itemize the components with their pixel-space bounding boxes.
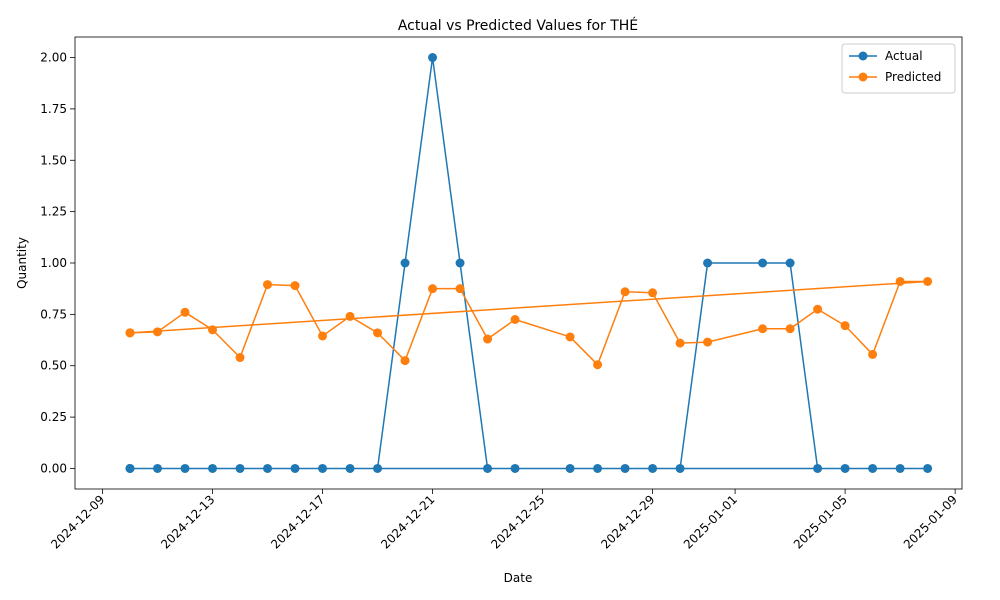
data-point-predicted <box>455 284 465 294</box>
legend: Actual Predicted <box>841 43 956 94</box>
data-point-predicted <box>923 276 933 286</box>
data-point-actual <box>345 463 355 473</box>
data-point-predicted <box>263 280 273 290</box>
data-point-actual <box>483 463 493 473</box>
x-tick-label: 2024-12-13 <box>158 492 217 551</box>
y-tick-label: 0.50 <box>40 359 67 373</box>
data-point-actual <box>235 463 245 473</box>
x-tick-label: 2024-12-17 <box>268 492 327 551</box>
data-point-predicted <box>483 334 493 344</box>
y-axis: 0.00 0.25 0.50 0.75 1.00 1.25 1.50 1.75 2.00 <box>40 51 75 475</box>
legend-label-predicted: Predicted <box>885 70 941 84</box>
data-point-predicted <box>895 276 905 286</box>
data-point-predicted <box>648 288 658 298</box>
y-tick-label: 1.00 <box>40 256 67 270</box>
y-tick-label: 0.25 <box>40 410 67 424</box>
data-point-predicted <box>318 331 328 341</box>
data-point-actual <box>208 463 218 473</box>
data-point-actual <box>758 258 768 268</box>
data-point-predicted <box>373 328 383 338</box>
data-point-predicted <box>510 315 520 324</box>
data-point-actual <box>373 463 383 473</box>
data-point-actual <box>153 463 163 473</box>
data-point-predicted <box>400 356 410 366</box>
data-point-actual <box>675 463 685 473</box>
data-point-predicted <box>620 287 630 297</box>
data-point-actual <box>923 463 933 473</box>
y-tick-label: 1.25 <box>40 205 67 219</box>
plot-area <box>125 53 933 473</box>
data-point-predicted <box>428 284 438 294</box>
chart-title: Actual vs Predicted Values for THÉ <box>398 17 638 34</box>
data-point-predicted <box>868 349 878 359</box>
data-point-predicted <box>125 328 135 338</box>
y-tick-label: 0.75 <box>40 307 67 321</box>
series-line-predicted <box>129 280 929 366</box>
x-tick-label: 2025-01-09 <box>901 492 960 551</box>
plot-frame <box>74 36 963 490</box>
data-point-actual <box>510 463 520 473</box>
y-tick-label: 0.00 <box>40 461 67 475</box>
data-point-predicted <box>290 281 300 291</box>
data-point-predicted <box>813 304 823 314</box>
data-point-actual <box>703 258 713 268</box>
data-point-actual <box>648 463 658 473</box>
y-tick-label: 1.50 <box>40 153 67 167</box>
data-point-predicted <box>840 321 850 331</box>
x-tick-label: 2025-01-01 <box>681 492 740 551</box>
data-point-actual <box>840 463 850 473</box>
data-point-actual <box>895 463 905 473</box>
data-point-actual <box>428 53 438 63</box>
x-tick-label: 2024-12-09 <box>48 492 107 551</box>
data-point-actual <box>290 463 300 473</box>
data-point-actual <box>565 463 575 473</box>
data-point-predicted <box>345 311 355 321</box>
data-point-predicted <box>208 325 218 335</box>
data-point-actual <box>593 463 603 473</box>
legend-label-actual: Actual <box>885 49 923 63</box>
y-axis-label: Quantity <box>15 237 29 289</box>
data-point-actual <box>620 463 630 473</box>
data-point-predicted <box>565 332 575 342</box>
data-point-actual <box>318 463 328 473</box>
x-tick-label: 2025-01-05 <box>791 492 850 551</box>
data-point-actual <box>868 463 878 473</box>
x-tick-label: 2024-12-21 <box>378 492 437 551</box>
x-tick-label: 2024-12-25 <box>488 492 547 551</box>
data-point-predicted <box>593 360 603 370</box>
data-point-predicted <box>785 324 795 334</box>
y-tick-label: 2.00 <box>40 51 67 65</box>
data-point-actual <box>455 258 465 268</box>
data-point-actual <box>263 463 273 473</box>
x-axis-label: Date <box>504 571 533 585</box>
x-tick-label: 2024-12-29 <box>598 492 657 551</box>
data-point-predicted <box>153 327 163 337</box>
data-point-predicted <box>180 307 190 317</box>
data-point-actual <box>125 463 135 473</box>
data-point-predicted <box>758 324 768 334</box>
data-point-predicted <box>235 353 245 363</box>
legend-marker-actual <box>858 51 868 61</box>
data-point-actual <box>813 463 823 473</box>
data-point-predicted <box>703 337 713 347</box>
data-point-actual <box>180 463 190 473</box>
x-axis: 2024-12-09 2024-12-13 2024-12-17 2024-12-21… <box>48 489 960 552</box>
data-point-actual <box>785 258 795 268</box>
y-tick-label: 1.75 <box>40 102 67 116</box>
data-point-predicted <box>675 338 685 348</box>
legend-marker-predicted <box>858 72 868 82</box>
series-line-actual <box>130 56 929 470</box>
data-point-actual <box>400 258 410 268</box>
